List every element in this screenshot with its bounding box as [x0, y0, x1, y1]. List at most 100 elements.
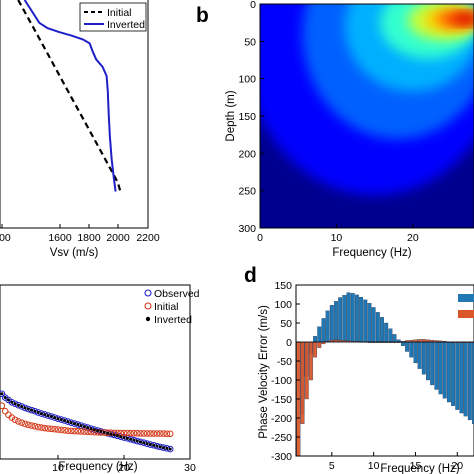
panel-a-frame — [0, 0, 149, 229]
panel-b-y-tick-label: 300 — [238, 223, 256, 235]
panel-d-bar — [388, 328, 393, 343]
panel-a-x-tick-label: 1600 — [48, 232, 72, 244]
panel-a-legend-box — [79, 2, 147, 32]
panel-d-bar — [438, 341, 443, 395]
panel-c-legend-observed: Observed — [154, 288, 200, 300]
panel-c-point — [71, 427, 78, 435]
panel-c-point — [8, 414, 16, 421]
panel-c-point — [10, 400, 14, 404]
panel-a-x-tick-label: 2200 — [136, 232, 160, 244]
panel-d-frame — [295, 284, 474, 457]
panel-d-y-tick-label: -250 — [271, 432, 292, 444]
panel-c-point — [86, 426, 90, 430]
panel-d-bar — [367, 303, 372, 343]
panel-d-bar — [313, 341, 318, 358]
panel-c-point — [147, 430, 154, 437]
panel-b-y-tick-label: 100 — [238, 74, 256, 86]
panel-c-point — [13, 402, 17, 406]
panel-c-point — [8, 398, 16, 406]
panel-c-legend-marker — [145, 316, 151, 322]
panel-d-y-tick-label: 100 — [274, 299, 292, 311]
panel-b-y-tick-label: 0 — [250, 0, 256, 11]
panel-d-bar — [455, 341, 460, 410]
panel-d-y-tick-label: 50 — [280, 318, 292, 330]
panel-d-bar — [400, 341, 405, 346]
panel-c-point — [106, 431, 109, 435]
panel-c-point — [132, 438, 136, 442]
panel-c-point — [48, 425, 55, 433]
panel-c-point — [0, 402, 6, 410]
panel-c-point — [115, 434, 119, 438]
panel-c-point — [130, 429, 138, 437]
panel-c-point — [127, 429, 134, 437]
panel-d-bar — [434, 341, 439, 390]
panel-a-x-tick-label: 1800 — [77, 232, 101, 244]
panel-a-line-inverted — [23, 0, 117, 192]
panel-d-y-tick-label: -50 — [277, 356, 292, 368]
panel-c-point — [46, 414, 50, 418]
panel-letter-d: d — [244, 264, 257, 287]
panel-d-bar — [392, 334, 397, 343]
panel-c-point — [33, 409, 37, 413]
panel-c-legend-marker — [144, 289, 152, 297]
panel-d-bar — [442, 341, 447, 399]
panel-c-point — [109, 432, 113, 436]
panel-d-bar — [421, 341, 426, 375]
panel-c-point — [152, 443, 156, 447]
panel-c-point — [43, 412, 47, 416]
panel-c-point — [16, 403, 20, 407]
panel-c-point — [150, 430, 157, 437]
panel-d-xlabel: Frequency (Hz) — [380, 463, 459, 474]
panel-d-legend-swatch-2 — [458, 310, 474, 318]
panel-b-y-tick-label: 150 — [238, 111, 256, 123]
panel-c-point — [135, 439, 139, 443]
panel-d-bar — [463, 341, 468, 417]
panel-c-point — [129, 437, 133, 441]
panel-d-bar — [413, 341, 418, 364]
panel-c-point — [133, 429, 141, 437]
panel-c-point — [148, 443, 152, 447]
panel-c-point — [3, 396, 7, 400]
panel-c-point — [15, 418, 22, 425]
panel-c-x-tick-label: 20 — [118, 462, 130, 474]
panel-a-legend-inverted: Inverted — [107, 19, 145, 31]
panel-a: 400 1600 1800 2000 2200 Vsv (m/s) InitialInver… — [0, 0, 160, 259]
panel-d-bar — [467, 341, 472, 421]
panel-d-ylabel: Phase Velocity Error (m/s) — [258, 305, 270, 439]
panel-c: 10 20 30 Frequency (Hz) ObservedInitialInver… — [0, 284, 200, 474]
panel-c-point — [56, 417, 60, 421]
panel-c-point — [122, 436, 126, 440]
panel-c-point — [64, 427, 72, 434]
panel-c-point — [137, 430, 144, 437]
panel-c-point — [119, 435, 123, 439]
panel-c-point — [96, 429, 100, 433]
panel-d-bar — [354, 294, 359, 343]
panel-c-point — [168, 447, 172, 451]
panel-d-bar — [350, 293, 355, 343]
panel-b-x-tick-label: 20 — [407, 232, 419, 244]
panel-c-point — [157, 430, 164, 437]
panel-d-bar — [300, 341, 305, 424]
panel-b-xlabel: Frequency (Hz) — [332, 247, 411, 259]
panel-c-point — [25, 421, 32, 429]
panel-c-point — [145, 442, 149, 446]
panel-d-bar — [346, 292, 351, 343]
panel-c-point — [124, 429, 131, 437]
panel-c-point — [77, 428, 85, 435]
panel-d-bar — [363, 299, 368, 343]
panel-b-y-tick-label: 200 — [238, 148, 256, 160]
panel-d-bar — [321, 318, 326, 343]
panel-d-bar — [446, 341, 451, 403]
panel-c-point — [38, 424, 45, 431]
panel-a-legend-initial: Initial — [107, 7, 132, 19]
panel-b-y-tick-label: 50 — [244, 36, 256, 48]
panel-c-point — [143, 430, 151, 437]
panel-c-point — [30, 408, 34, 412]
panel-c-xlabel: Frequency (Hz) — [58, 461, 137, 473]
panel-d-y-tick-label: -300 — [271, 451, 292, 463]
panel-c-point — [160, 430, 167, 437]
panel-c-point — [92, 428, 96, 432]
panel-c-point — [23, 406, 27, 410]
panel-c-point — [79, 424, 83, 428]
